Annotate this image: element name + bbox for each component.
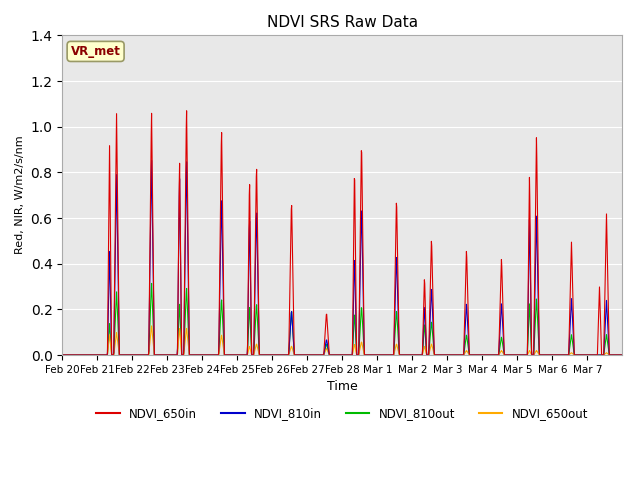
- NDVI_650in: [445, 352, 452, 358]
- NDVI_650out: [345, 352, 353, 358]
- NDVI_810out: [58, 352, 66, 358]
- Line: NDVI_650out: NDVI_650out: [62, 326, 622, 355]
- NDVI_810in: [345, 352, 353, 358]
- NDVI_810out: [69, 352, 77, 358]
- NDVI_650out: [148, 323, 156, 329]
- NDVI_650in: [345, 352, 353, 358]
- NDVI_810out: [345, 352, 353, 358]
- NDVI_810in: [445, 352, 452, 358]
- NDVI_810in: [618, 352, 626, 358]
- NDVI_810out: [618, 352, 626, 358]
- NDVI_810in: [69, 352, 77, 358]
- NDVI_650out: [582, 352, 590, 358]
- NDVI_650out: [159, 352, 166, 358]
- Y-axis label: Red, NIR, W/m2/s/nm: Red, NIR, W/m2/s/nm: [15, 136, 25, 254]
- NDVI_650in: [582, 352, 590, 358]
- NDVI_650out: [445, 352, 452, 358]
- NDVI_650in: [69, 352, 77, 358]
- NDVI_650in: [618, 352, 626, 358]
- NDVI_810out: [148, 280, 156, 286]
- NDVI_810in: [148, 157, 156, 163]
- X-axis label: Time: Time: [327, 380, 358, 393]
- NDVI_650in: [183, 108, 191, 114]
- Line: NDVI_810in: NDVI_810in: [62, 160, 622, 355]
- NDVI_810out: [312, 352, 319, 358]
- NDVI_810in: [312, 352, 319, 358]
- NDVI_650out: [618, 352, 626, 358]
- NDVI_810in: [58, 352, 66, 358]
- NDVI_810in: [582, 352, 590, 358]
- Line: NDVI_810out: NDVI_810out: [62, 283, 622, 355]
- Text: VR_met: VR_met: [70, 45, 120, 58]
- Title: NDVI SRS Raw Data: NDVI SRS Raw Data: [267, 15, 418, 30]
- NDVI_650out: [312, 352, 319, 358]
- Legend: NDVI_650in, NDVI_810in, NDVI_810out, NDVI_650out: NDVI_650in, NDVI_810in, NDVI_810out, NDV…: [92, 402, 593, 425]
- NDVI_810out: [445, 352, 452, 358]
- NDVI_650in: [159, 352, 166, 358]
- Line: NDVI_650in: NDVI_650in: [62, 111, 622, 355]
- NDVI_810out: [159, 352, 166, 358]
- NDVI_810out: [582, 352, 590, 358]
- NDVI_650in: [58, 352, 66, 358]
- NDVI_810in: [159, 352, 166, 358]
- NDVI_650out: [69, 352, 77, 358]
- NDVI_650in: [312, 352, 319, 358]
- NDVI_650out: [58, 352, 66, 358]
